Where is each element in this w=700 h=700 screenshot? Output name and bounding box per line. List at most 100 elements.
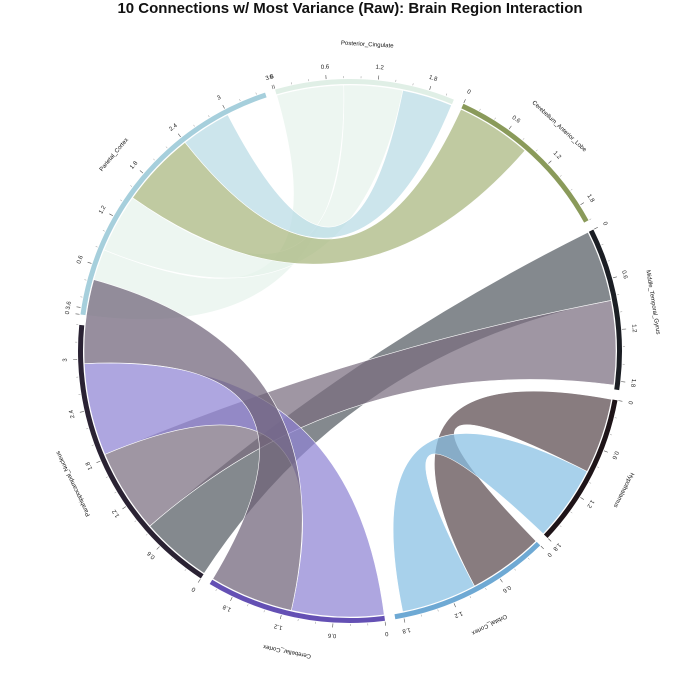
sector-label-4: Orbital_Cortex (470, 613, 507, 636)
minor-tick (469, 596, 472, 599)
tick-label: 1.8 (401, 626, 411, 634)
tick-label: 0.6 (501, 584, 512, 594)
sector-label-7: Parietal_Cortex (99, 137, 130, 173)
minor-tick (105, 476, 108, 478)
minor-tick (612, 277, 615, 279)
tick-label: 3 (216, 95, 222, 102)
sector-ticks-2: 0 0.6 1.2 1.8 (594, 221, 637, 388)
minor-tick (114, 491, 117, 494)
minor-tick (157, 546, 160, 549)
sector-ticks-3: 0 0.6 1.2 1.8 (548, 400, 633, 552)
tick-label: 0 (269, 74, 274, 81)
minor-tick (514, 568, 516, 571)
minor-tick (535, 149, 538, 152)
tick-label: 2.4 (69, 409, 77, 419)
minor-tick (594, 227, 597, 230)
minor-tick (420, 614, 422, 617)
links-layer (83, 84, 617, 618)
minor-tick (120, 199, 123, 202)
tick-label: 0.6 (76, 254, 85, 264)
minor-tick (429, 87, 431, 90)
minor-tick (589, 218, 592, 220)
minor-tick (247, 604, 249, 607)
tick-label: 0.6 (327, 632, 336, 639)
minor-tick (570, 511, 573, 514)
sector-label-3: Hypothalamus (612, 471, 635, 508)
minor-tick (153, 158, 155, 161)
sector-ticks-0: 0 0.6 1.2 1.8 (269, 64, 448, 96)
minor-tick (193, 124, 195, 127)
tick-label: 1.8 (129, 160, 139, 171)
minor-tick (239, 99, 241, 102)
sector-arc-2 (588, 229, 622, 391)
sector-ticks-5: 0 0.6 1.2 1.8 (215, 589, 389, 639)
tick-label: 3.6 (265, 74, 275, 82)
minor-tick (607, 260, 610, 262)
minor-tick (548, 161, 551, 164)
tick-label: 0 (384, 630, 389, 636)
minor-tick (130, 185, 133, 187)
sector-label-0: Posterior_Cingulate (341, 41, 395, 50)
minor-tick (215, 589, 217, 592)
sector-ticks-7: 0 0.6 1.2 1.8 2.4 3 3.6 (65, 74, 275, 315)
minor-tick (522, 138, 525, 140)
minor-tick (589, 482, 592, 484)
minor-tick (274, 86, 275, 89)
minor-tick (231, 597, 233, 600)
tick-label: 3.6 (66, 300, 73, 310)
sector-ticks-4: 0 0.6 1.2 1.8 (401, 545, 552, 634)
tick-label: 0.6 (511, 115, 522, 125)
chart-title: 10 Connections w/ Most Variance (Raw): B… (117, 0, 583, 17)
minor-tick (445, 93, 448, 96)
minor-tick (609, 434, 612, 436)
minor-tick (170, 558, 173, 560)
chord-link-6 (434, 390, 612, 587)
chord-link-5 (104, 300, 617, 527)
tick-label: 0 (65, 310, 71, 315)
minor-tick (485, 587, 487, 590)
chord-link-7 (392, 433, 588, 613)
sector-arc-3 (543, 399, 618, 538)
minor-tick (453, 603, 456, 606)
tick-label: 1.8 (85, 460, 94, 471)
tick-label: 1.2 (453, 610, 464, 619)
minor-tick (280, 615, 282, 618)
sector-label-1: Cerebellum_Anterior_Lobe (531, 100, 588, 154)
tick-label: 0 (466, 89, 472, 96)
sector-label-6: Parahippocampal_Nucleus (55, 450, 91, 517)
minor-tick (463, 100, 465, 103)
minor-tick (597, 466, 600, 468)
chord-link-9 (83, 279, 303, 611)
minor-tick (604, 450, 607, 452)
minor-tick (437, 609, 439, 612)
tick-label: 0.6 (321, 64, 330, 71)
sector-arc-4 (394, 541, 541, 620)
minor-tick (580, 497, 583, 499)
tick-label: 2.4 (168, 123, 179, 133)
minor-tick (527, 557, 530, 560)
sector-ticks-1: 0 0.6 1.2 1.8 (463, 89, 595, 220)
tick-label: 1.2 (585, 498, 595, 509)
tick-label: 1.2 (552, 151, 563, 162)
tick-label: 1.8 (629, 378, 636, 388)
minor-tick (479, 108, 481, 111)
minor-tick (601, 243, 604, 246)
sector-label-5: Cerebellar_Cortex (263, 643, 312, 659)
sector-arc-0 (275, 79, 454, 105)
sector-label-2: Middle_Temporal_Gyrus (644, 270, 660, 335)
minor-tick (184, 569, 187, 571)
minor-tick (165, 146, 168, 149)
tick-label: 1.8 (551, 541, 562, 552)
tick-label: 1.2 (375, 65, 385, 72)
minor-tick (95, 246, 98, 248)
minor-tick (98, 460, 101, 463)
minor-tick (110, 214, 113, 216)
minor-tick (179, 135, 181, 138)
minor-tick (559, 175, 562, 177)
minor-tick (199, 579, 201, 582)
chord-link-2 (132, 108, 526, 265)
minor-tick (580, 203, 583, 205)
tick-label: 0 (545, 551, 552, 558)
tick-label: 0.6 (146, 549, 157, 560)
